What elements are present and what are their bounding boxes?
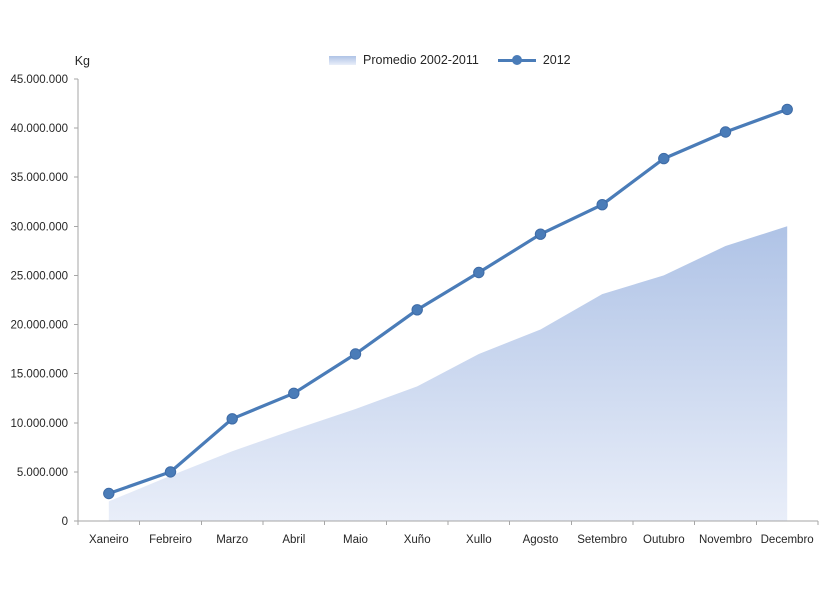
- area-swatch-icon: [329, 55, 356, 65]
- y-tick-label: 40.000.000: [10, 123, 68, 135]
- y-tick-label: 35.000.000: [10, 172, 68, 184]
- y-tick-label: 20.000.000: [10, 320, 68, 332]
- x-axis-month-label: Maio: [343, 534, 368, 546]
- series-2012-line: [107, 107, 789, 496]
- data-point-marker-outubro: [658, 152, 670, 165]
- y-tick-label: 30.000.000: [10, 221, 68, 233]
- y-tick-label: 5.000.000: [17, 467, 68, 479]
- data-point-marker-setembro: [596, 199, 608, 211]
- data-point-marker-marzo: [226, 413, 238, 425]
- promedio-area: [108, 226, 788, 522]
- legend-label-2012: 2012: [542, 53, 571, 67]
- data-point-marker-xaneiro: [103, 487, 115, 500]
- data-point-marker-febreiro: [164, 466, 177, 478]
- line-marker-swatch-icon: [497, 55, 536, 65]
- data-point-marker-novembro: [719, 126, 732, 138]
- y-tick-label: 10.000.000: [10, 418, 68, 430]
- x-axis-month-label: Decembro: [761, 534, 814, 546]
- x-axis-month-label: Xullo: [466, 534, 492, 546]
- data-point-marker-decembro: [781, 103, 793, 116]
- x-axis-month-label: Setembro: [577, 534, 627, 546]
- data-point-marker-xuño: [411, 304, 423, 316]
- x-axis-month-label: Outubro: [643, 534, 685, 546]
- x-axis-month-label: Xaneiro: [89, 534, 129, 546]
- x-axis-month-label: Xuño: [404, 534, 431, 546]
- legend-item-promedio: Promedio 2002-2011: [329, 53, 479, 67]
- y-tick-label: 45.000.000: [10, 74, 68, 86]
- line-swatch-dot: [511, 55, 522, 65]
- data-point-marker-abril: [288, 387, 300, 399]
- data-point-marker-maio: [349, 348, 362, 360]
- chart-legend: Promedio 2002-2011 2012: [329, 53, 571, 67]
- x-axis-month-label: Novembro: [699, 534, 752, 546]
- x-axis-month-label: Abril: [282, 534, 305, 546]
- x-axis-month-label: Marzo: [216, 534, 248, 546]
- y-tick-label: 25.000.000: [10, 270, 68, 282]
- x-axis-month-label: Agosto: [523, 534, 559, 546]
- y-tick-label: 15.000.000: [10, 369, 68, 381]
- legend-label-promedio: Promedio 2002-2011: [363, 53, 479, 67]
- y-axis-unit-label: Kg: [74, 54, 90, 68]
- data-point-marker-agosto: [534, 228, 547, 240]
- legend-item-2012: 2012: [497, 53, 571, 67]
- x-axis-month-label: Febreiro: [149, 534, 192, 546]
- y-tick-label: 0: [62, 516, 68, 528]
- data-point-marker-xullo: [473, 266, 485, 279]
